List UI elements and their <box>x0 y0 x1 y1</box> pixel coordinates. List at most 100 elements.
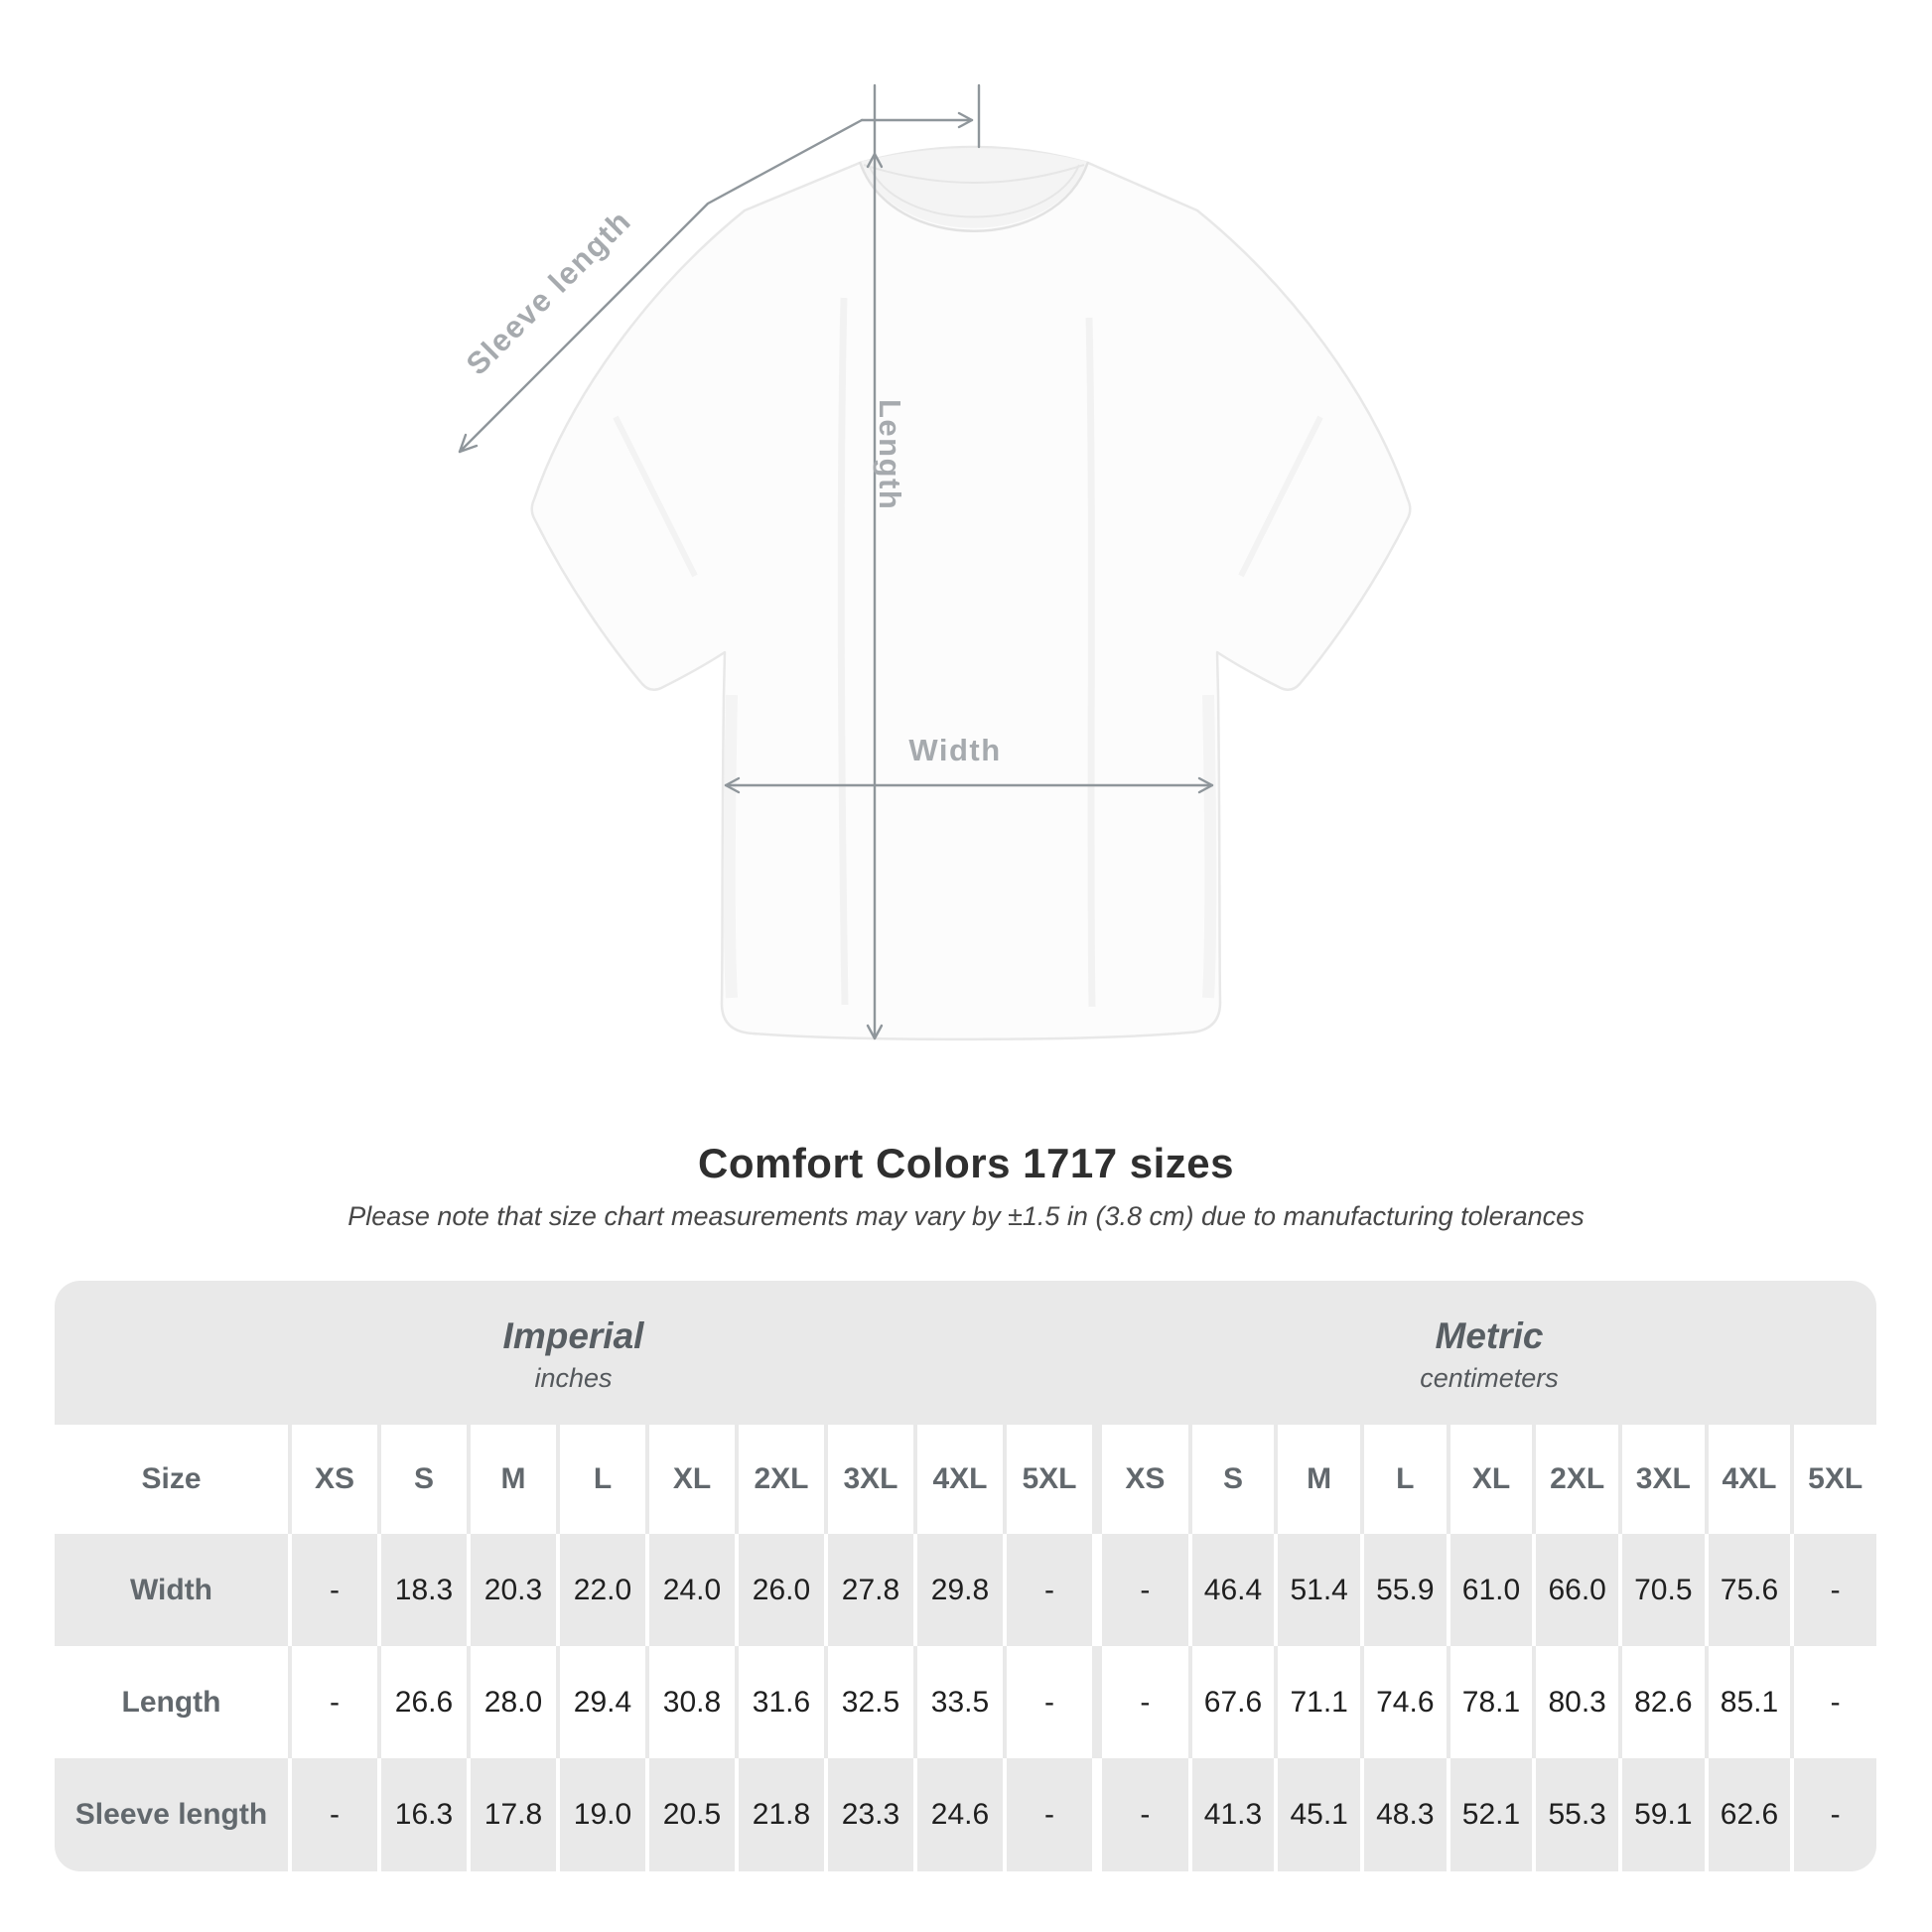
size-header-row-imperial-2XL: 2XL <box>735 1425 824 1534</box>
row-width-imperial-S-text: 18.3 <box>394 1573 454 1606</box>
size-header-row-metric-XL-text: XL <box>1471 1462 1511 1495</box>
size-header-row-metric-S: S <box>1187 1425 1275 1534</box>
row-sleeve-length-imperial-M: 17.8 <box>467 1758 556 1871</box>
row-length-metric-3XL-text: 82.6 <box>1634 1685 1693 1719</box>
size-header-row-imperial-XL-text: XL <box>672 1462 712 1495</box>
size-header-row-metric-2XL-text: 2XL <box>1550 1462 1605 1495</box>
row-length-metric-5XL: - <box>1790 1646 1876 1758</box>
row-sleeve-length-label: Sleeve length <box>55 1758 288 1871</box>
row-width-metric-5XL: - <box>1790 1534 1876 1646</box>
row-width-metric-XL: 61.0 <box>1446 1534 1533 1646</box>
size-header-row-metric-M-text: M <box>1307 1462 1332 1495</box>
size-header-row-imperial-4XL: 4XL <box>913 1425 1003 1534</box>
row-width-metric-4XL-text: 75.6 <box>1720 1573 1779 1606</box>
row-width-imperial-L-text: 22.0 <box>573 1573 632 1606</box>
imperial-title: Imperial <box>502 1315 644 1356</box>
row-width-imperial-XS: - <box>288 1534 377 1646</box>
row-sleeve-length-metric-XL-text: 52.1 <box>1461 1798 1521 1831</box>
row-length-imperial-XL: 30.8 <box>645 1646 735 1758</box>
row-width-imperial-4XL: 29.8 <box>913 1534 1003 1646</box>
row-length-metric-5XL-text: - <box>1830 1685 1841 1719</box>
page-subtitle: Please note that size chart measurements… <box>347 1201 1585 1231</box>
row-sleeve-length-imperial-L: 19.0 <box>556 1758 645 1871</box>
row-sleeve-length-imperial-4XL: 24.6 <box>913 1758 1003 1871</box>
row-length-metric-XL-text: 78.1 <box>1461 1685 1521 1719</box>
length-measure: Length <box>866 83 907 1040</box>
size-header-row-imperial-S: S <box>377 1425 467 1534</box>
row-length-imperial-S-text: 26.6 <box>394 1685 454 1719</box>
row-width-metric-XS-text: - <box>1140 1573 1151 1606</box>
row-width-imperial-5XL: - <box>1003 1534 1092 1646</box>
size-header-row-metric-S-text: S <box>1222 1462 1243 1495</box>
collar <box>860 148 1088 228</box>
row-sleeve-length-imperial-5XL: - <box>1003 1758 1092 1871</box>
row-length-imperial-2XL: 31.6 <box>735 1646 824 1758</box>
length-label: Length <box>873 399 907 510</box>
unit-header-metric: Metric centimeters <box>1102 1281 1876 1425</box>
row-length-metric-XL: 78.1 <box>1446 1646 1533 1758</box>
size-header-row-label: Size <box>55 1425 288 1534</box>
table-half-divider <box>1092 1646 1102 1758</box>
row-width-imperial-XL: 24.0 <box>645 1534 735 1646</box>
row-sleeve-length-metric-M: 45.1 <box>1274 1758 1360 1871</box>
row-sleeve-length-metric-S: 41.3 <box>1187 1758 1275 1871</box>
row-width-label-text: Width <box>129 1573 213 1606</box>
row-width-imperial-3XL-text: 27.8 <box>841 1573 900 1606</box>
row-length-imperial-XS-text: - <box>330 1685 340 1719</box>
size-header-row-imperial-3XL: 3XL <box>824 1425 913 1534</box>
row-width-imperial-4XL-text: 29.8 <box>930 1573 990 1606</box>
row-sleeve-length-imperial-3XL: 23.3 <box>824 1758 913 1871</box>
row-length-imperial-M: 28.0 <box>467 1646 556 1758</box>
size-table: Imperial inches Metric centimeters Size X… <box>55 1281 1876 1871</box>
row-width-metric-3XL-text: 70.5 <box>1634 1573 1693 1606</box>
row-sleeve-length-metric-XL: 52.1 <box>1446 1758 1533 1871</box>
row-length-metric-S-text: 67.6 <box>1203 1685 1263 1719</box>
row-width-metric-2XL: 66.0 <box>1532 1534 1618 1646</box>
size-header-row-imperial-XL: XL <box>645 1425 735 1534</box>
table-half-divider <box>1092 1534 1102 1646</box>
size-header-row-imperial-M: M <box>467 1425 556 1534</box>
width-measure: Width <box>724 733 1214 794</box>
row-width-metric-2XL-text: 66.0 <box>1548 1573 1606 1606</box>
row-width-metric-S-text: 46.4 <box>1203 1573 1263 1606</box>
size-header-row-metric-L-text: L <box>1396 1462 1415 1495</box>
row-sleeve-length-imperial-XL-text: 20.5 <box>662 1798 722 1831</box>
row-length-imperial-S: 26.6 <box>377 1646 467 1758</box>
row-sleeve-length-imperial-5XL-text: - <box>1044 1798 1054 1831</box>
row-width-metric-3XL: 70.5 <box>1617 1534 1705 1646</box>
metric-unit: centimeters <box>1420 1363 1559 1393</box>
row-length-imperial-M-text: 28.0 <box>483 1685 543 1719</box>
size-header-row-imperial-XS-text: XS <box>314 1462 355 1495</box>
size-header-row-imperial-S-text: S <box>413 1462 434 1495</box>
width-label: Width <box>908 733 1001 767</box>
row-sleeve-length-metric-3XL: 59.1 <box>1617 1758 1705 1871</box>
row-sleeve-length-label-text: Sleeve length <box>74 1798 268 1831</box>
size-header-row-metric-M: M <box>1274 1425 1360 1534</box>
size-header-row-metric-L: L <box>1359 1425 1447 1534</box>
tshirt-measure-diagram: Sleeve length Length Width <box>458 83 1412 1041</box>
row-sleeve-length-imperial-3XL-text: 23.3 <box>841 1798 900 1831</box>
row-width: Width - 18.3 20.3 22.0 24.0 26.0 27.8 29.8 - - 46.4… <box>55 1534 1876 1646</box>
size-header-row-metric-XS-text: XS <box>1125 1462 1166 1495</box>
size-grid: Size XS S M L XL 2XL 3XL 4XL 5XL XS S M L XL 2XL 3XL 4XL 5… <box>55 1425 1876 1871</box>
row-sleeve-length-imperial-L-text: 19.0 <box>573 1798 632 1831</box>
row-sleeve-length-imperial-4XL-text: 24.6 <box>930 1798 990 1831</box>
table-half-divider <box>1092 1758 1102 1871</box>
row-sleeve-length-metric-L-text: 48.3 <box>1376 1798 1435 1831</box>
size-header-row-metric-3XL: 3XL <box>1617 1425 1705 1534</box>
size-header-row-imperial-5XL-text: 5XL <box>1022 1462 1077 1495</box>
row-length-label-text: Length <box>121 1685 221 1719</box>
size-header-row-metric-4XL-text: 4XL <box>1722 1462 1777 1495</box>
row-sleeve-length-metric-L: 48.3 <box>1359 1758 1447 1871</box>
row-width-imperial-3XL: 27.8 <box>824 1534 913 1646</box>
row-sleeve-length: Sleeve length - 16.3 17.8 19.0 20.5 21.8 23.3 24… <box>55 1758 1876 1871</box>
row-width-metric-M-text: 51.4 <box>1290 1573 1348 1606</box>
size-header-row-metric-5XL-text: 5XL <box>1808 1462 1863 1495</box>
size-header-row-metric-4XL: 4XL <box>1704 1425 1791 1534</box>
row-sleeve-length-metric-5XL: - <box>1790 1758 1876 1871</box>
unit-header-band: Imperial inches Metric centimeters <box>55 1281 1876 1425</box>
size-header-row-imperial-3XL-text: 3XL <box>843 1462 898 1495</box>
row-width-imperial-S: 18.3 <box>377 1534 467 1646</box>
size-header-row-metric-2XL: 2XL <box>1532 1425 1618 1534</box>
row-width-metric-XL-text: 61.0 <box>1461 1573 1521 1606</box>
